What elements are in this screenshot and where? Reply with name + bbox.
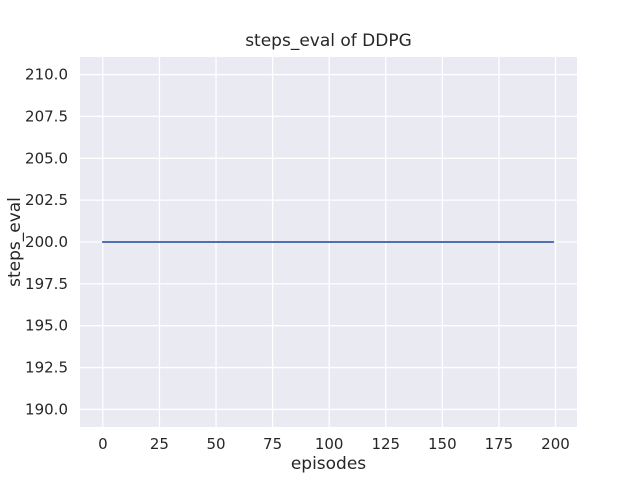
x-tick-label: 150 bbox=[428, 435, 457, 453]
x-tick-label: 175 bbox=[485, 435, 514, 453]
y-tick-label: 190.0 bbox=[25, 400, 68, 418]
x-tick-label: 25 bbox=[150, 435, 169, 453]
x-tick-label: 0 bbox=[98, 435, 108, 453]
y-tick-label: 192.5 bbox=[25, 359, 68, 377]
y-tick-label: 200.0 bbox=[25, 233, 68, 251]
y-tick-label: 207.5 bbox=[25, 107, 68, 125]
x-tick-label: 200 bbox=[541, 435, 570, 453]
x-axis-label: episodes bbox=[291, 454, 366, 474]
x-tick-label: 100 bbox=[315, 435, 344, 453]
x-tick-label: 75 bbox=[263, 435, 282, 453]
x-tick-label: 125 bbox=[371, 435, 400, 453]
y-tick-label: 195.0 bbox=[25, 317, 68, 335]
y-tick-label: 197.5 bbox=[25, 275, 68, 293]
x-tick-label: 50 bbox=[206, 435, 225, 453]
y-tick-label: 205.0 bbox=[25, 149, 68, 167]
y-tick-label: 210.0 bbox=[25, 66, 68, 84]
y-tick-label: 202.5 bbox=[25, 191, 68, 209]
y-axis-label: steps_eval bbox=[5, 197, 25, 287]
chart-title: steps_eval of DDPG bbox=[245, 31, 412, 51]
